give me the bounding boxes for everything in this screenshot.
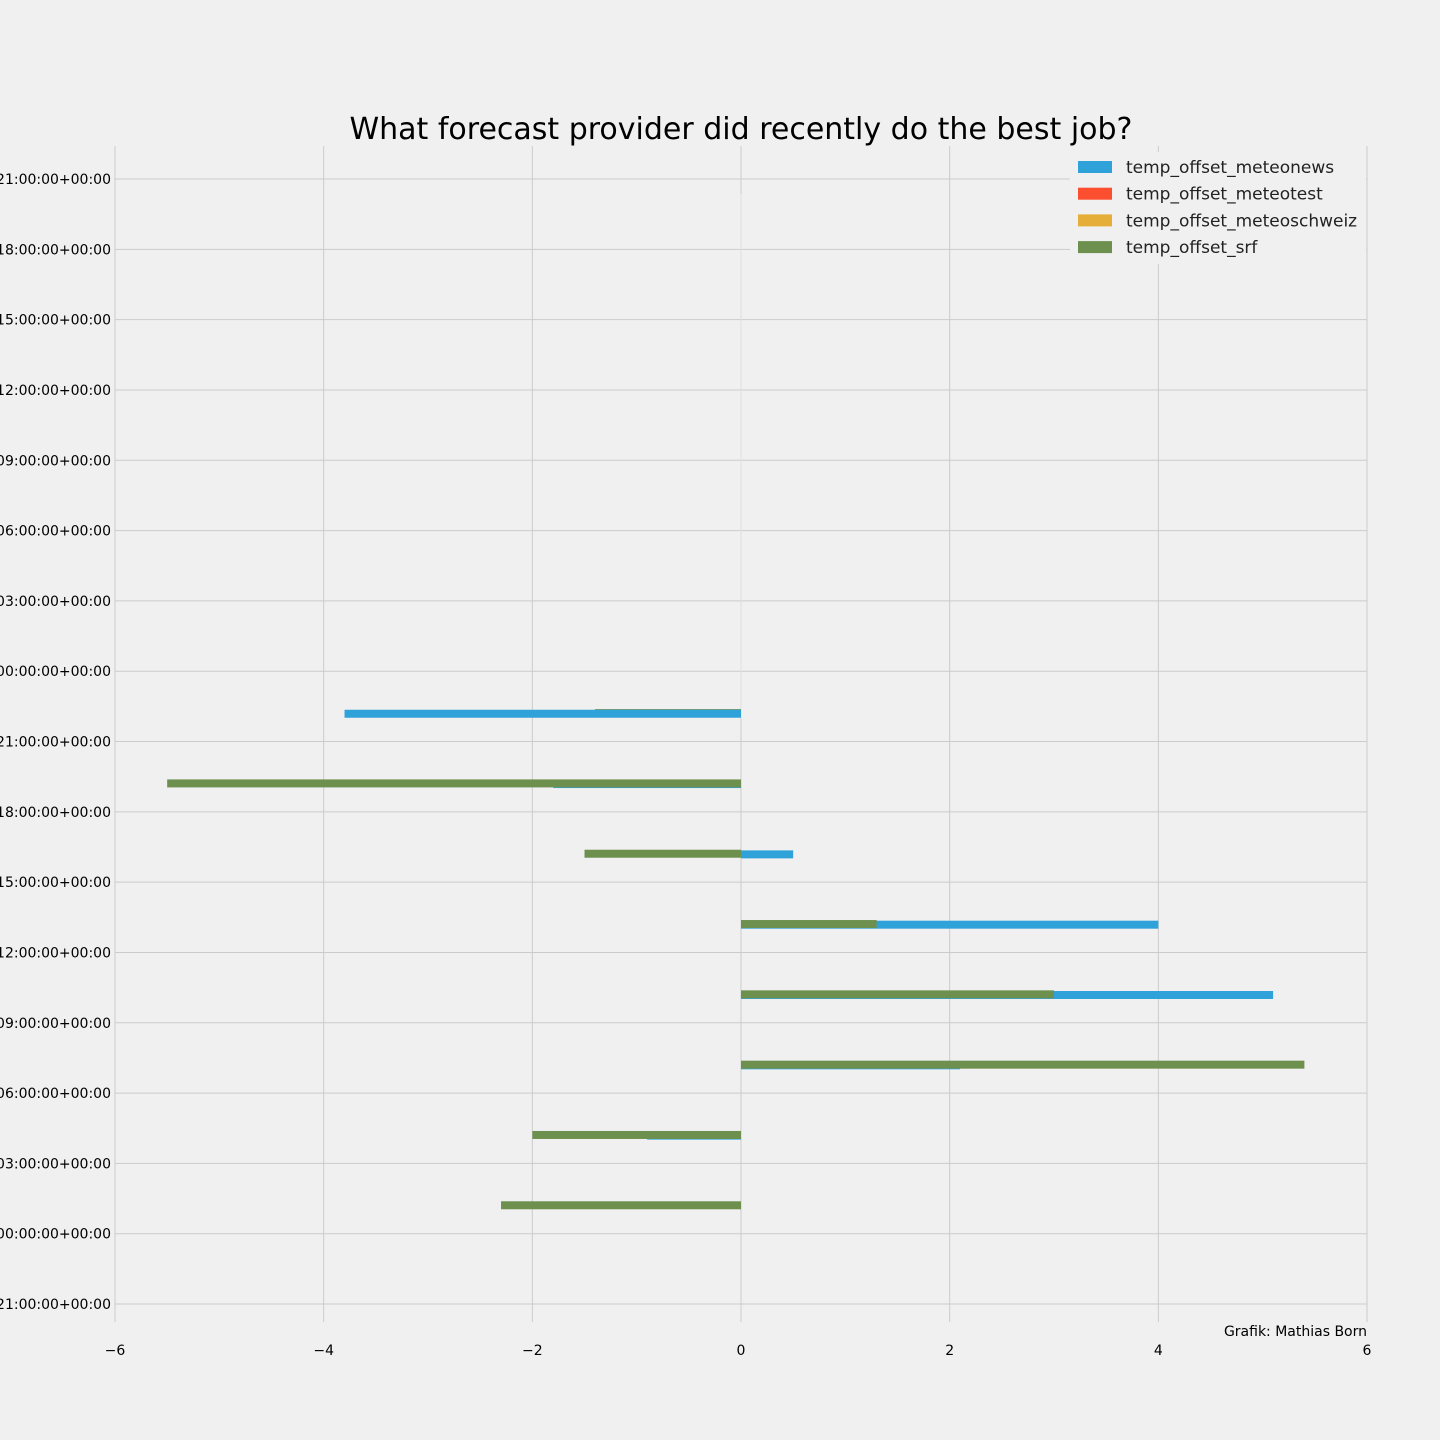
y-tick-label: 21:00:00+00:00 — [0, 735, 111, 751]
bar-temp-offset-srf — [167, 779, 741, 788]
y-tick-label: 00:00:00+00:00 — [0, 1227, 111, 1243]
legend-label: temp_offset_srf — [1126, 238, 1258, 258]
legend-swatch — [1078, 241, 1112, 254]
y-tick-label: 21:00:00+00:00 — [0, 172, 111, 188]
y-tick-label: 09:00:00+00:00 — [0, 1016, 111, 1032]
chart-title: What forecast provider did recently do t… — [350, 112, 1133, 147]
x-tick-label: −6 — [105, 1343, 126, 1359]
y-tick-label: 18:00:00+00:00 — [0, 805, 111, 821]
y-tick-label: 18:00:00+00:00 — [0, 242, 111, 258]
y-tick-label: 03:00:00+00:00 — [0, 1156, 111, 1172]
x-tick-label: 6 — [1363, 1343, 1372, 1359]
legend-label: temp_offset_meteonews — [1126, 158, 1334, 178]
y-tick-label: 06:00:00+00:00 — [0, 1086, 111, 1102]
bar-temp-offset-meteonews — [741, 850, 794, 859]
legend-swatch — [1078, 161, 1112, 173]
y-tick-label: 12:00:00+00:00 — [0, 945, 111, 961]
bar-temp-offset-srf — [501, 1201, 741, 1210]
legend-label: temp_offset_meteoschweiz — [1126, 211, 1357, 231]
x-tick-label: 4 — [1154, 1343, 1163, 1359]
bar-temp-offset-srf — [741, 920, 877, 929]
credit-label: Grafik: Mathias Born — [1224, 1324, 1367, 1340]
legend: temp_offset_meteonews temp_offset_meteote… — [1070, 152, 1366, 264]
x-tick-label: −4 — [313, 1343, 334, 1359]
legend-swatch — [1078, 214, 1112, 227]
y-tick-label: 00:00:00+00:00 — [0, 664, 111, 680]
x-tick-label: −2 — [522, 1343, 543, 1359]
y-tick-label: 06:00:00+00:00 — [0, 524, 111, 540]
bar-temp-offset-srf — [532, 1130, 741, 1139]
bar-temp-offset-meteonews — [741, 920, 1159, 929]
x-tick-label: 2 — [945, 1343, 954, 1359]
x-tick-label: 0 — [737, 1343, 746, 1359]
bar-temp-offset-meteonews — [344, 709, 741, 718]
bar-temp-offset-srf — [584, 849, 741, 858]
bar-temp-offset-srf — [741, 990, 1054, 999]
legend-label: temp_offset_meteotest — [1126, 185, 1323, 205]
y-tick-label: 09:00:00+00:00 — [0, 453, 111, 469]
y-axis: 21:00:00+00:00 00:00:00+00:00 03:00:00+00:… — [0, 172, 111, 1313]
y-tick-label: 03:00:00+00:00 — [0, 594, 111, 610]
bars — [167, 194, 1305, 1210]
y-tick-label: 15:00:00+00:00 — [0, 313, 111, 329]
y-tick-label: 12:00:00+00:00 — [0, 383, 111, 399]
y-tick-label: 15:00:00+00:00 — [0, 875, 111, 891]
y-tick-label: 21:00:00+00:00 — [0, 1297, 111, 1313]
legend-box — [1070, 152, 1366, 264]
bar-temp-offset-srf — [741, 1060, 1305, 1069]
x-axis: −6 −4 −2 0 2 4 6 — [105, 1343, 1372, 1359]
legend-swatch — [1078, 187, 1112, 200]
